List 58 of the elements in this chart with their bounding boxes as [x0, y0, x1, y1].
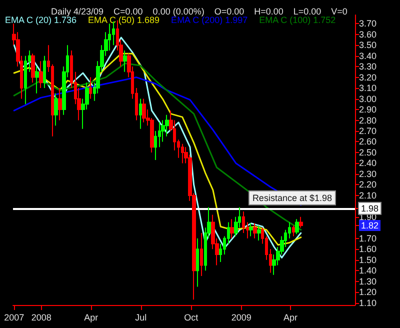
y-tick-label: 1.98 [361, 203, 379, 214]
y-tick-label: 1.82 [361, 220, 379, 231]
y-tick-label: 2.30 [359, 168, 377, 179]
y-tick-label: 1.40 [359, 266, 377, 276]
candlestick [299, 216, 303, 228]
text: EMA C (200) 1.997 [171, 15, 248, 25]
candlestick [253, 222, 257, 239]
x-tick-label: 2008 [31, 312, 52, 322]
candlestick [35, 66, 39, 94]
y-tick-label: 3.10 [359, 83, 377, 94]
candlestick [295, 218, 299, 235]
y-tick-label: 2.50 [359, 147, 377, 158]
candlestick [249, 222, 253, 237]
text: EMA C (20) 1.736 [5, 15, 77, 25]
candlestick [31, 53, 35, 84]
candlestick [181, 143, 184, 164]
x-tick-label: Oct [184, 312, 199, 322]
candlestick [43, 55, 46, 89]
y-tick-label: 2.70 [359, 126, 377, 136]
y-tick-label: 2.10 [359, 190, 377, 200]
candlestick [139, 98, 142, 130]
candlestick [196, 238, 199, 288]
y-tick-label: 1.50 [359, 254, 377, 265]
candlestick [292, 225, 295, 237]
y-tick-label: 1.60 [359, 244, 377, 254]
candlestick [142, 98, 146, 123]
y-tick-label: 3.50 [359, 40, 377, 50]
y-tick-label: 1.30 [359, 276, 377, 286]
y-tick-label: 3.20 [359, 72, 377, 82]
y-tick-label: 3.30 [359, 62, 377, 72]
y-tick-label: 3.70 [359, 18, 377, 29]
y-tick-label: 2.90 [359, 104, 377, 115]
y-tick-label: 2.40 [359, 158, 377, 168]
candlestick [200, 232, 203, 276]
candlestick [89, 76, 92, 100]
y-tick-label: 3.60 [359, 29, 377, 40]
x-tick-label: 2009 [231, 312, 252, 322]
y-tick-label: 2.60 [359, 136, 377, 147]
candlestick [39, 60, 43, 89]
y-tick-label: 1.10 [359, 298, 377, 308]
y-tick-label: 2.80 [359, 115, 377, 126]
y-tick-label: 1.20 [359, 287, 377, 298]
x-tick-label: Apr [284, 312, 298, 322]
candlestick [257, 225, 261, 242]
text: EMA C (100) 1.752 [259, 15, 336, 25]
y-tick-label: 3.40 [359, 50, 377, 61]
y-tick-label: 1.70 [359, 233, 377, 244]
x-tick-label: Jul [135, 312, 147, 322]
x-tick-label: 2007 [4, 312, 24, 322]
y-tick-label: 3.00 [359, 94, 377, 104]
chart-title: Daily 4/23/09 C=0.00 0.00 (0.00%) O=0.00 H=0.00 L=0.00 V=0 [51, 6, 348, 16]
candlestick [230, 218, 234, 239]
candlestick [123, 50, 127, 72]
ref-line-label: Resistance at $1.98 [252, 192, 332, 203]
candlestick [58, 88, 62, 121]
y-tick-label: 2.20 [359, 180, 377, 190]
candlestick [54, 92, 58, 126]
x-tick-label: Apr [84, 312, 98, 322]
